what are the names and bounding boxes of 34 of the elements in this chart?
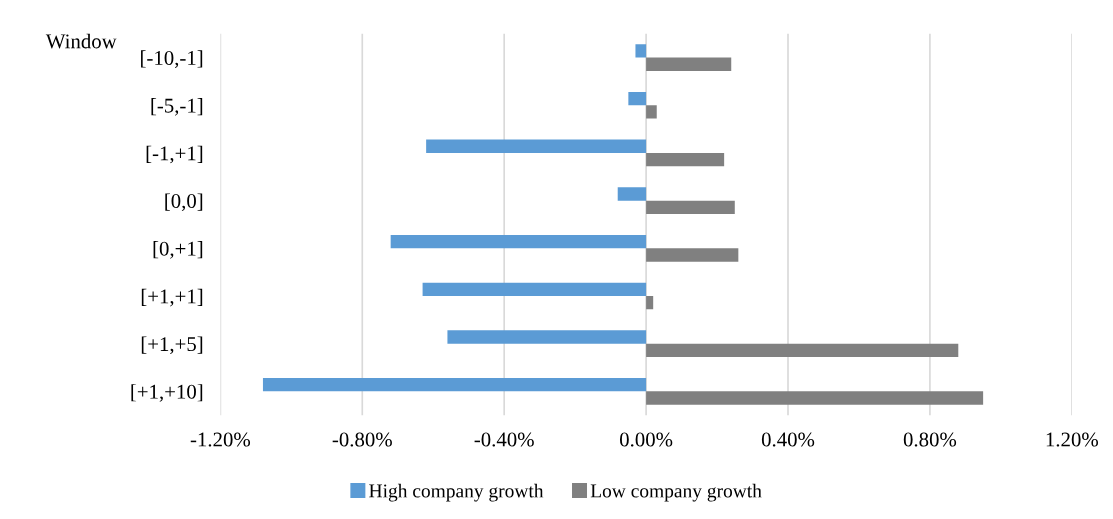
- bar: [422, 282, 647, 296]
- x-tick-label: 0.80%: [903, 432, 957, 447]
- bar: [447, 330, 647, 344]
- y-tick-label: [-1,+1]: [146, 145, 203, 164]
- y-tick-label: [0,0]: [165, 193, 203, 212]
- y-tick-label: [+1,+10]: [131, 384, 203, 402]
- legend-label: Low company growth: [590, 483, 762, 502]
- y-tick-label: [-5,-1]: [151, 98, 203, 116]
- bar: [628, 91, 647, 106]
- y-tick-label: [+1,+5]: [141, 336, 203, 355]
- y-tick-label: [-10,-1]: [141, 50, 203, 69]
- bar: [426, 139, 647, 153]
- x-tick-label: 0.00%: [619, 432, 673, 447]
- bar: [646, 295, 654, 310]
- x-tick-label: 0.40%: [761, 432, 815, 447]
- bar: [390, 234, 647, 249]
- legend-label: High company growth: [369, 483, 544, 502]
- bar: [646, 152, 725, 167]
- x-tick-label: -0.40%: [474, 432, 534, 447]
- bar: [646, 57, 732, 71]
- bar: [617, 187, 647, 201]
- bar: [646, 248, 739, 262]
- x-tick-label: -1.20%: [190, 432, 251, 447]
- y-tick-label: [+1,+1]: [141, 288, 203, 307]
- bar: [262, 378, 647, 392]
- y-tick-label: [0,+1]: [153, 241, 203, 259]
- bar: [646, 343, 959, 358]
- bar: [635, 44, 647, 58]
- bar: [646, 105, 657, 119]
- y-axis-title: Window: [45, 33, 117, 49]
- bar: [646, 391, 984, 405]
- x-tick-label: 1.20%: [1046, 432, 1099, 447]
- x-tick-label: -0.80%: [332, 432, 392, 447]
- bar: [646, 200, 735, 214]
